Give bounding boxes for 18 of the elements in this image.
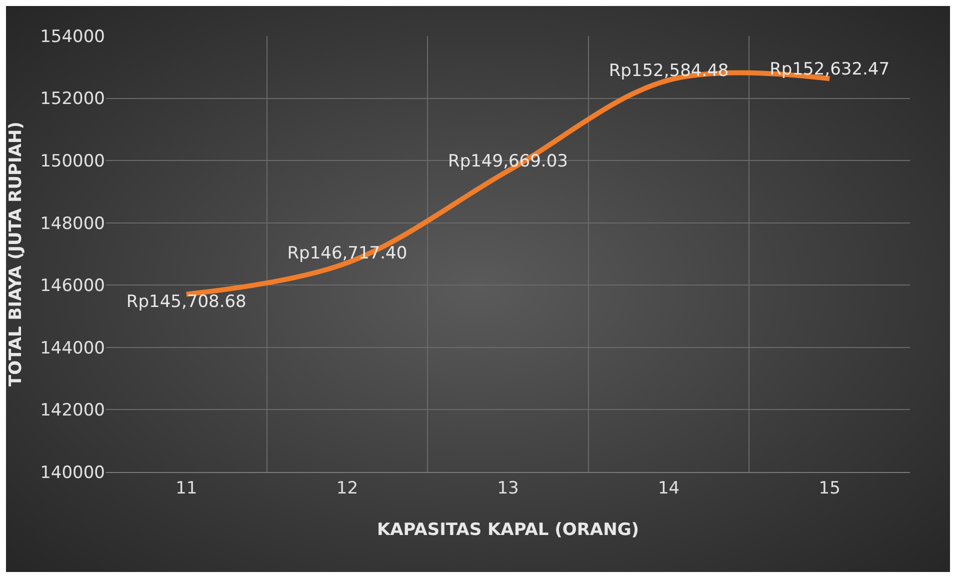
y-tick-label: 150000 <box>40 152 105 172</box>
y-tick-label: 140000 <box>40 462 105 483</box>
data-label: Rp145,708.68 <box>126 292 246 312</box>
data-label: Rp152,584.48 <box>608 60 729 81</box>
y-tick-label: 142000 <box>40 400 105 421</box>
x-tick-label: 11 <box>176 478 198 498</box>
y-tick-label: 146000 <box>40 276 105 296</box>
x-tick-label: 12 <box>336 478 358 498</box>
x-tick-label: 13 <box>497 478 519 498</box>
y-tick-label: 154000 <box>40 26 105 47</box>
y-axis-title: TOTAL BIAYA (JUTA RUPIAH) <box>6 122 26 386</box>
x-axis-title: KAPASITAS KAPAL (ORANG) <box>376 520 640 540</box>
x-tick-label: 15 <box>818 478 840 498</box>
x-tick-label: 14 <box>658 478 680 498</box>
y-tick-label: 144000 <box>40 338 105 358</box>
y-tick-label: 148000 <box>40 214 105 234</box>
y-tick-label: 152000 <box>40 89 105 110</box>
data-label: Rp152,632.47 <box>770 59 890 80</box>
